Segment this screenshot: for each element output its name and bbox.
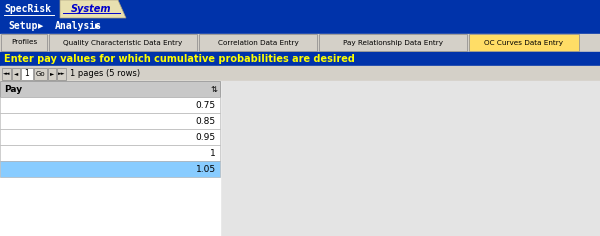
Text: Correlation Data Entry: Correlation Data Entry — [218, 39, 298, 46]
Bar — [220, 81, 600, 236]
Text: Profiles: Profiles — [11, 39, 37, 46]
Bar — [319, 34, 467, 51]
Text: Go: Go — [35, 71, 46, 76]
Bar — [0, 18, 600, 34]
Bar — [2, 67, 11, 80]
Polygon shape — [60, 0, 126, 18]
Text: SpecRisk: SpecRisk — [4, 4, 51, 14]
Text: Setup: Setup — [8, 21, 37, 31]
Bar — [49, 34, 197, 51]
Bar — [0, 161, 220, 177]
Bar — [0, 113, 220, 129]
Text: ◄◄: ◄◄ — [3, 71, 10, 76]
Text: System: System — [71, 4, 111, 14]
Bar — [21, 67, 33, 80]
Text: ▶: ▶ — [95, 23, 100, 29]
Text: Pay: Pay — [4, 84, 22, 93]
Bar — [48, 67, 56, 80]
Bar — [1, 34, 47, 51]
Text: Pay Relationship Data Entry: Pay Relationship Data Entry — [343, 39, 443, 46]
Text: 1.05: 1.05 — [196, 164, 216, 173]
Bar — [0, 81, 220, 236]
Bar — [0, 129, 220, 145]
Text: OC Curves Data Entry: OC Curves Data Entry — [485, 39, 563, 46]
Bar — [0, 81, 220, 97]
Bar — [12, 67, 20, 80]
Text: ►►: ►► — [58, 71, 65, 76]
Text: Quality Characteristic Data Entry: Quality Characteristic Data Entry — [64, 39, 182, 46]
Bar — [469, 34, 579, 51]
Bar — [0, 34, 600, 52]
Text: 1 pages (5 rows): 1 pages (5 rows) — [70, 69, 140, 78]
Text: ⇅: ⇅ — [211, 84, 218, 93]
Bar — [0, 97, 220, 113]
Text: 1: 1 — [210, 148, 216, 157]
Bar — [34, 67, 47, 80]
Text: ◄: ◄ — [14, 71, 18, 76]
Bar — [0, 66, 600, 81]
Bar — [57, 67, 66, 80]
Text: 1: 1 — [25, 69, 29, 78]
Bar — [0, 0, 600, 18]
Bar — [0, 52, 600, 66]
Text: ►: ► — [50, 71, 54, 76]
Bar — [199, 34, 317, 51]
Text: ▶: ▶ — [38, 23, 43, 29]
Text: 0.95: 0.95 — [196, 132, 216, 142]
Bar — [0, 0, 58, 18]
Text: Analysis: Analysis — [55, 21, 102, 31]
Text: 0.75: 0.75 — [196, 101, 216, 110]
Bar — [0, 145, 220, 161]
Text: 0.85: 0.85 — [196, 117, 216, 126]
Text: Enter pay values for which cumulative probabilities are desired: Enter pay values for which cumulative pr… — [4, 54, 355, 64]
